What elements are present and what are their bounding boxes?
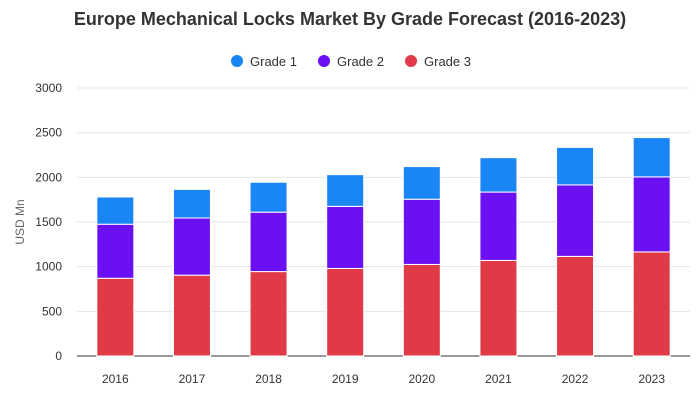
bar-grade-2-2019[interactable] — [326, 205, 365, 269]
legend-item-grade-2[interactable]: Grade 2 — [318, 54, 384, 69]
bar-grade-1-2023[interactable] — [632, 137, 671, 178]
chart-title: Europe Mechanical Locks Market By Grade … — [74, 9, 626, 29]
legend-marker — [231, 55, 243, 67]
legend-item-grade-3[interactable]: Grade 3 — [405, 54, 471, 69]
bar-grade-2-2021[interactable] — [479, 191, 518, 261]
y-tick-label: 500 — [42, 304, 62, 318]
bar-grade-3-2019[interactable] — [326, 267, 365, 357]
bar-stack-2016[interactable] — [96, 196, 135, 357]
bar-grade-2-2016[interactable] — [96, 223, 135, 279]
y-axis: 0 500 1000 1500 2000 2500 3000 — [35, 81, 62, 363]
x-tick-label: 2021 — [485, 372, 512, 386]
y-tick-label: 1500 — [35, 215, 62, 229]
bar-grade-3-2023[interactable] — [632, 251, 671, 357]
x-axis: 2016 2017 2018 2019 2020 2021 2022 2023 — [102, 372, 665, 386]
legend-label: Grade 3 — [424, 54, 471, 69]
legend-marker — [405, 55, 417, 67]
y-tick-label: 2000 — [35, 170, 62, 184]
bar-grade-1-2016[interactable] — [96, 196, 135, 225]
y-tick-label: 0 — [55, 349, 62, 363]
bar-grade-1-2019[interactable] — [326, 174, 365, 207]
x-tick-label: 2017 — [179, 372, 206, 386]
legend-label: Grade 2 — [337, 54, 384, 69]
bar-grade-1-2022[interactable] — [556, 146, 595, 186]
bar-grade-1-2020[interactable] — [402, 166, 441, 200]
bar-stack-2017[interactable] — [172, 188, 211, 357]
grid — [77, 87, 690, 357]
bar-stack-2018[interactable] — [249, 181, 288, 357]
bar-grade-2-2017[interactable] — [172, 217, 211, 276]
y-tick-label: 1000 — [35, 260, 62, 274]
legend-marker — [318, 55, 330, 67]
bars — [96, 137, 671, 357]
bar-grade-2-2023[interactable] — [632, 176, 671, 253]
x-tick-label: 2022 — [562, 372, 589, 386]
bar-stack-2020[interactable] — [402, 166, 441, 357]
y-tick-label: 2500 — [35, 126, 62, 140]
legend-item-grade-1[interactable]: Grade 1 — [231, 54, 297, 69]
bar-grade-2-2020[interactable] — [402, 198, 441, 265]
x-tick-label: 2020 — [408, 372, 435, 386]
x-tick-label: 2016 — [102, 372, 129, 386]
bar-grade-2-2022[interactable] — [556, 184, 595, 257]
bar-grade-3-2021[interactable] — [479, 259, 518, 357]
bar-grade-3-2020[interactable] — [402, 263, 441, 357]
x-tick-label: 2018 — [255, 372, 282, 386]
bar-stack-2023[interactable] — [632, 137, 671, 357]
bar-stack-2022[interactable] — [556, 146, 595, 357]
x-tick-label: 2023 — [638, 372, 665, 386]
bar-grade-3-2016[interactable] — [96, 277, 135, 357]
bar-grade-1-2017[interactable] — [172, 188, 211, 219]
bar-grade-3-2018[interactable] — [249, 271, 288, 357]
bar-grade-3-2017[interactable] — [172, 274, 211, 357]
legend: Grade 1 Grade 2 Grade 3 — [231, 54, 471, 69]
bar-stack-2019[interactable] — [326, 174, 365, 357]
bar-grade-1-2018[interactable] — [249, 181, 288, 213]
x-tick-label: 2019 — [332, 372, 359, 386]
y-tick-label: 3000 — [35, 81, 62, 95]
bar-grade-3-2022[interactable] — [556, 255, 595, 357]
legend-label: Grade 1 — [250, 54, 297, 69]
bar-grade-2-2018[interactable] — [249, 211, 288, 273]
y-axis-label: USD Mn — [13, 199, 27, 244]
bar-grade-1-2021[interactable] — [479, 157, 518, 193]
bar-stack-2021[interactable] — [479, 157, 518, 357]
